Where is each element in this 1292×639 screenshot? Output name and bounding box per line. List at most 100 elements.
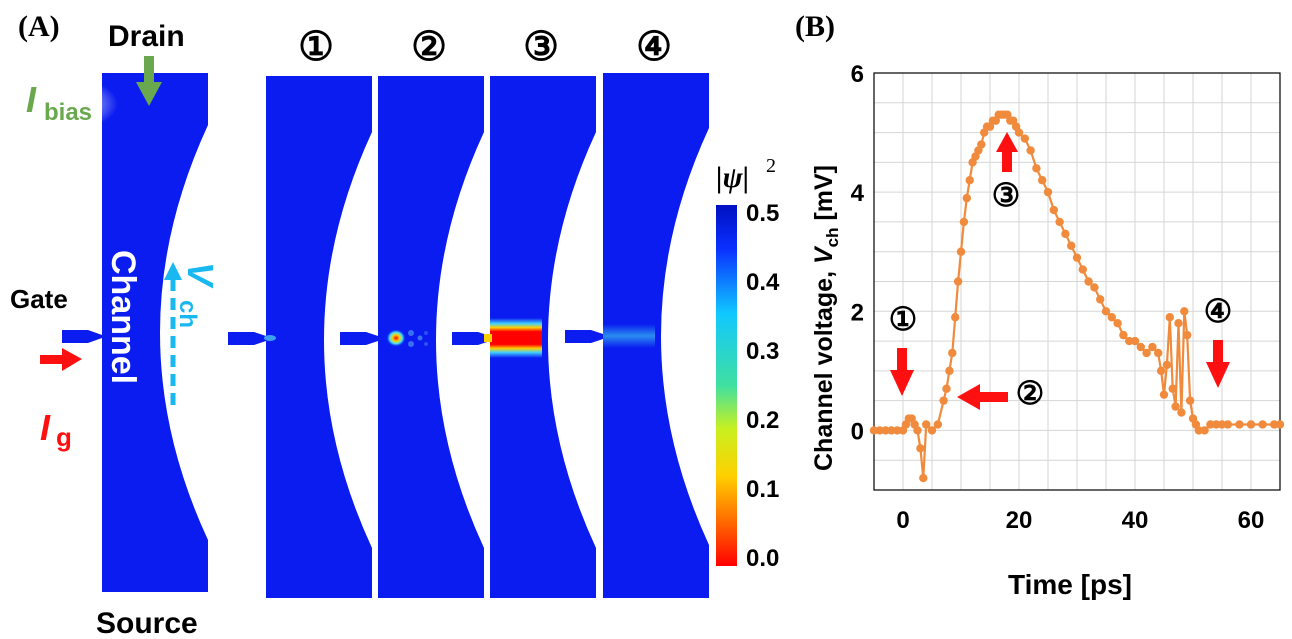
vch-sub: ch xyxy=(174,300,201,328)
data-point xyxy=(1206,420,1215,429)
y-tick-label: 4 xyxy=(851,180,865,207)
channel-label: Channel xyxy=(104,250,142,384)
drain-label: Drain xyxy=(108,20,185,53)
x-tick-label: 60 xyxy=(1238,507,1265,534)
data-point xyxy=(1078,265,1088,274)
data-point xyxy=(1154,348,1163,358)
gate-label: Gate xyxy=(10,284,68,314)
data-point xyxy=(1014,128,1024,137)
data-point xyxy=(1061,229,1070,239)
data-point xyxy=(1136,342,1146,352)
data-point xyxy=(953,277,963,286)
data-point xyxy=(1258,420,1267,429)
data-point xyxy=(1168,384,1177,393)
snapshot-2 xyxy=(340,76,484,598)
marker-4-arrow-icon xyxy=(1206,340,1230,388)
data-point xyxy=(1026,146,1035,155)
data-point xyxy=(1020,134,1029,143)
data-point xyxy=(919,473,928,483)
source-label: Source xyxy=(96,607,198,639)
data-point xyxy=(1090,283,1099,292)
plot-frame xyxy=(873,72,1281,491)
vch-arrow-icon xyxy=(164,262,182,405)
data-point xyxy=(959,217,969,227)
data-point xyxy=(875,426,884,435)
colorbar-title-sup: 2 xyxy=(766,155,776,177)
data-point xyxy=(1180,307,1189,316)
data-point xyxy=(945,366,954,376)
data-point xyxy=(1217,420,1227,429)
data-point xyxy=(869,426,879,435)
snapshot-label-4: ④ xyxy=(636,25,672,69)
snapshot-3 xyxy=(452,76,596,598)
data-point xyxy=(893,426,902,435)
main-device xyxy=(102,73,208,592)
data-point xyxy=(1142,348,1151,358)
snapshot-4 xyxy=(565,73,709,598)
data-point xyxy=(1194,426,1204,435)
data-point xyxy=(1235,420,1244,429)
data-point xyxy=(1165,313,1175,322)
colorbar-tick-label: 0.2 xyxy=(746,407,779,434)
snapshot-label-1: ① xyxy=(298,25,334,69)
chart-marker-2: ② xyxy=(1016,375,1045,411)
ibias-label: I xyxy=(26,79,37,120)
data-point xyxy=(1185,396,1195,405)
chart-marker-1: ① xyxy=(889,301,918,337)
data-point xyxy=(1159,390,1169,399)
data-point xyxy=(887,426,896,435)
data-point xyxy=(1043,187,1053,197)
data-point xyxy=(1084,277,1093,286)
data-point xyxy=(977,140,986,149)
data-point xyxy=(1072,253,1082,262)
panel-b-label: (B) xyxy=(795,10,835,43)
data-point xyxy=(1032,164,1041,173)
data-point xyxy=(1156,366,1166,376)
y-axis-label: Channel voltage, Vch [mV] xyxy=(810,165,842,471)
colorbar-tick-label: 0.5 xyxy=(746,200,779,227)
marker-1-arrow-icon xyxy=(890,348,914,396)
data-point xyxy=(881,426,890,435)
data-point xyxy=(965,176,974,185)
x-tick-label: 40 xyxy=(1122,507,1149,534)
data-point xyxy=(922,420,931,429)
data-point xyxy=(948,348,957,358)
data-point xyxy=(1101,307,1111,316)
colorbar-tick-label: 0.1 xyxy=(746,476,779,503)
data-point xyxy=(1038,176,1047,185)
data-point xyxy=(1125,336,1134,346)
main-gate-stub xyxy=(62,330,102,343)
data-point xyxy=(1174,319,1183,328)
data-point xyxy=(1113,319,1122,328)
data-point xyxy=(942,384,951,393)
data-point xyxy=(1183,330,1192,340)
data-point xyxy=(927,426,937,435)
colorbar-ticks: 0.5 0.4 0.3 0.2 0.1 0.0 xyxy=(746,200,780,572)
data-point xyxy=(951,313,960,322)
marker-2-arrow-icon xyxy=(957,384,1008,410)
data-point xyxy=(1246,420,1256,429)
data-point xyxy=(939,396,948,405)
snapshot-label-3: ③ xyxy=(523,25,559,69)
y-tick-label: 6 xyxy=(851,61,864,88)
vch-label: V xyxy=(180,262,221,289)
y-tick-label: 0 xyxy=(851,418,864,445)
data-point xyxy=(1130,336,1140,346)
x-axis-label: Time [ps] xyxy=(1008,569,1132,600)
data-point xyxy=(1148,342,1157,352)
ig-sub: g xyxy=(56,422,72,452)
x-tick-label: 0 xyxy=(896,507,909,534)
marker-3-arrow-icon xyxy=(996,132,1018,172)
x-tick-label: 20 xyxy=(1006,507,1033,534)
data-point xyxy=(1270,420,1279,429)
colorbar-tick-label: 0.3 xyxy=(746,338,779,365)
data-point xyxy=(962,193,971,203)
data-point xyxy=(1096,295,1105,304)
data-point xyxy=(1223,420,1233,429)
data-point xyxy=(1200,426,1209,435)
data-point xyxy=(933,420,942,429)
data-point xyxy=(1212,420,1221,429)
data-point xyxy=(1107,313,1117,322)
ig-label: I xyxy=(40,407,51,448)
chart-marker-4: ④ xyxy=(1204,293,1233,329)
